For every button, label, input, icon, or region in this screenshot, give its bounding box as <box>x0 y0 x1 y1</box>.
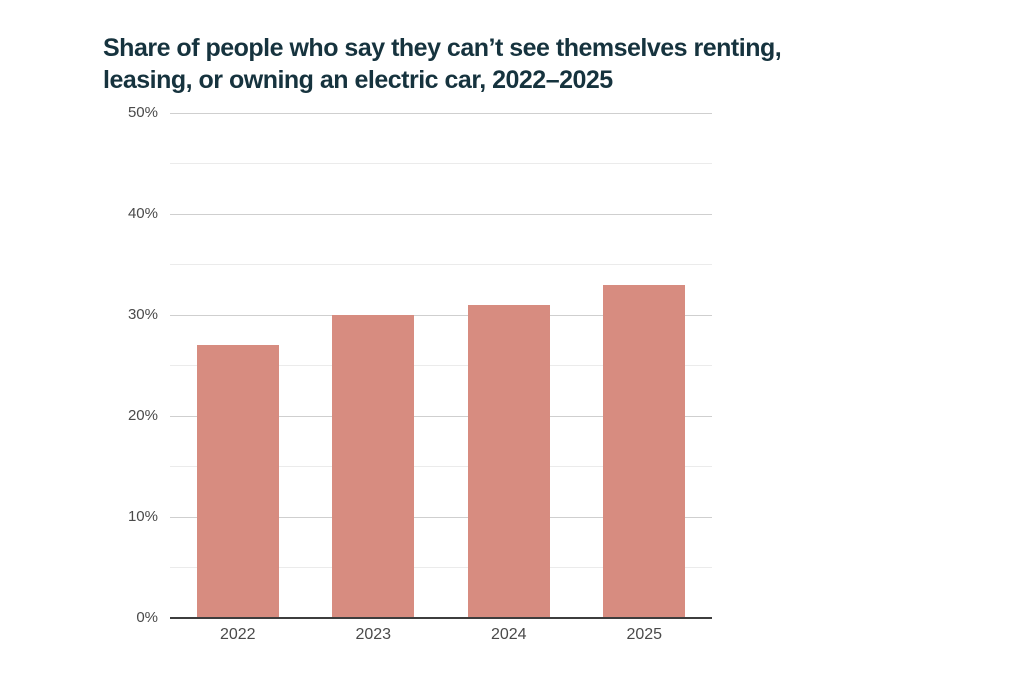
bar-2024 <box>467 304 550 618</box>
x-tick-label-2024: 2024 <box>490 626 527 643</box>
gridline-major <box>170 314 712 316</box>
y-tick-label-10: 10% <box>127 508 158 525</box>
y-tick-label-40: 40% <box>127 205 158 222</box>
gridline-major <box>170 112 712 114</box>
gridline-major <box>170 415 712 417</box>
x-tick-label-2023: 2023 <box>355 626 392 643</box>
y-tick-label-30: 30% <box>127 306 158 323</box>
x-tick-label-2022: 2022 <box>219 626 256 643</box>
gridline-major <box>170 213 712 215</box>
bar-2023 <box>332 315 415 618</box>
gridline-minor <box>170 163 712 164</box>
chart-title: Share of people who say they can’t see t… <box>103 32 782 96</box>
chart-title-line-2: leasing, or owning an electric car, 2022… <box>103 66 613 94</box>
y-tick-label-20: 20% <box>127 407 158 424</box>
y-tick-label-0: 0% <box>136 609 158 626</box>
gridline-minor <box>170 466 712 467</box>
bar-2022 <box>196 345 279 618</box>
chart-title-line-1: Share of people who say they can’t see t… <box>103 34 782 62</box>
gridline-minor <box>170 567 712 568</box>
gridline-minor <box>170 365 712 366</box>
x-axis-line <box>170 616 712 619</box>
gridline-minor <box>170 264 712 265</box>
y-tick-label-50: 50% <box>127 104 158 121</box>
x-tick-label-2025: 2025 <box>626 626 663 643</box>
gridline-major <box>170 516 712 518</box>
bar-2025 <box>603 284 686 618</box>
